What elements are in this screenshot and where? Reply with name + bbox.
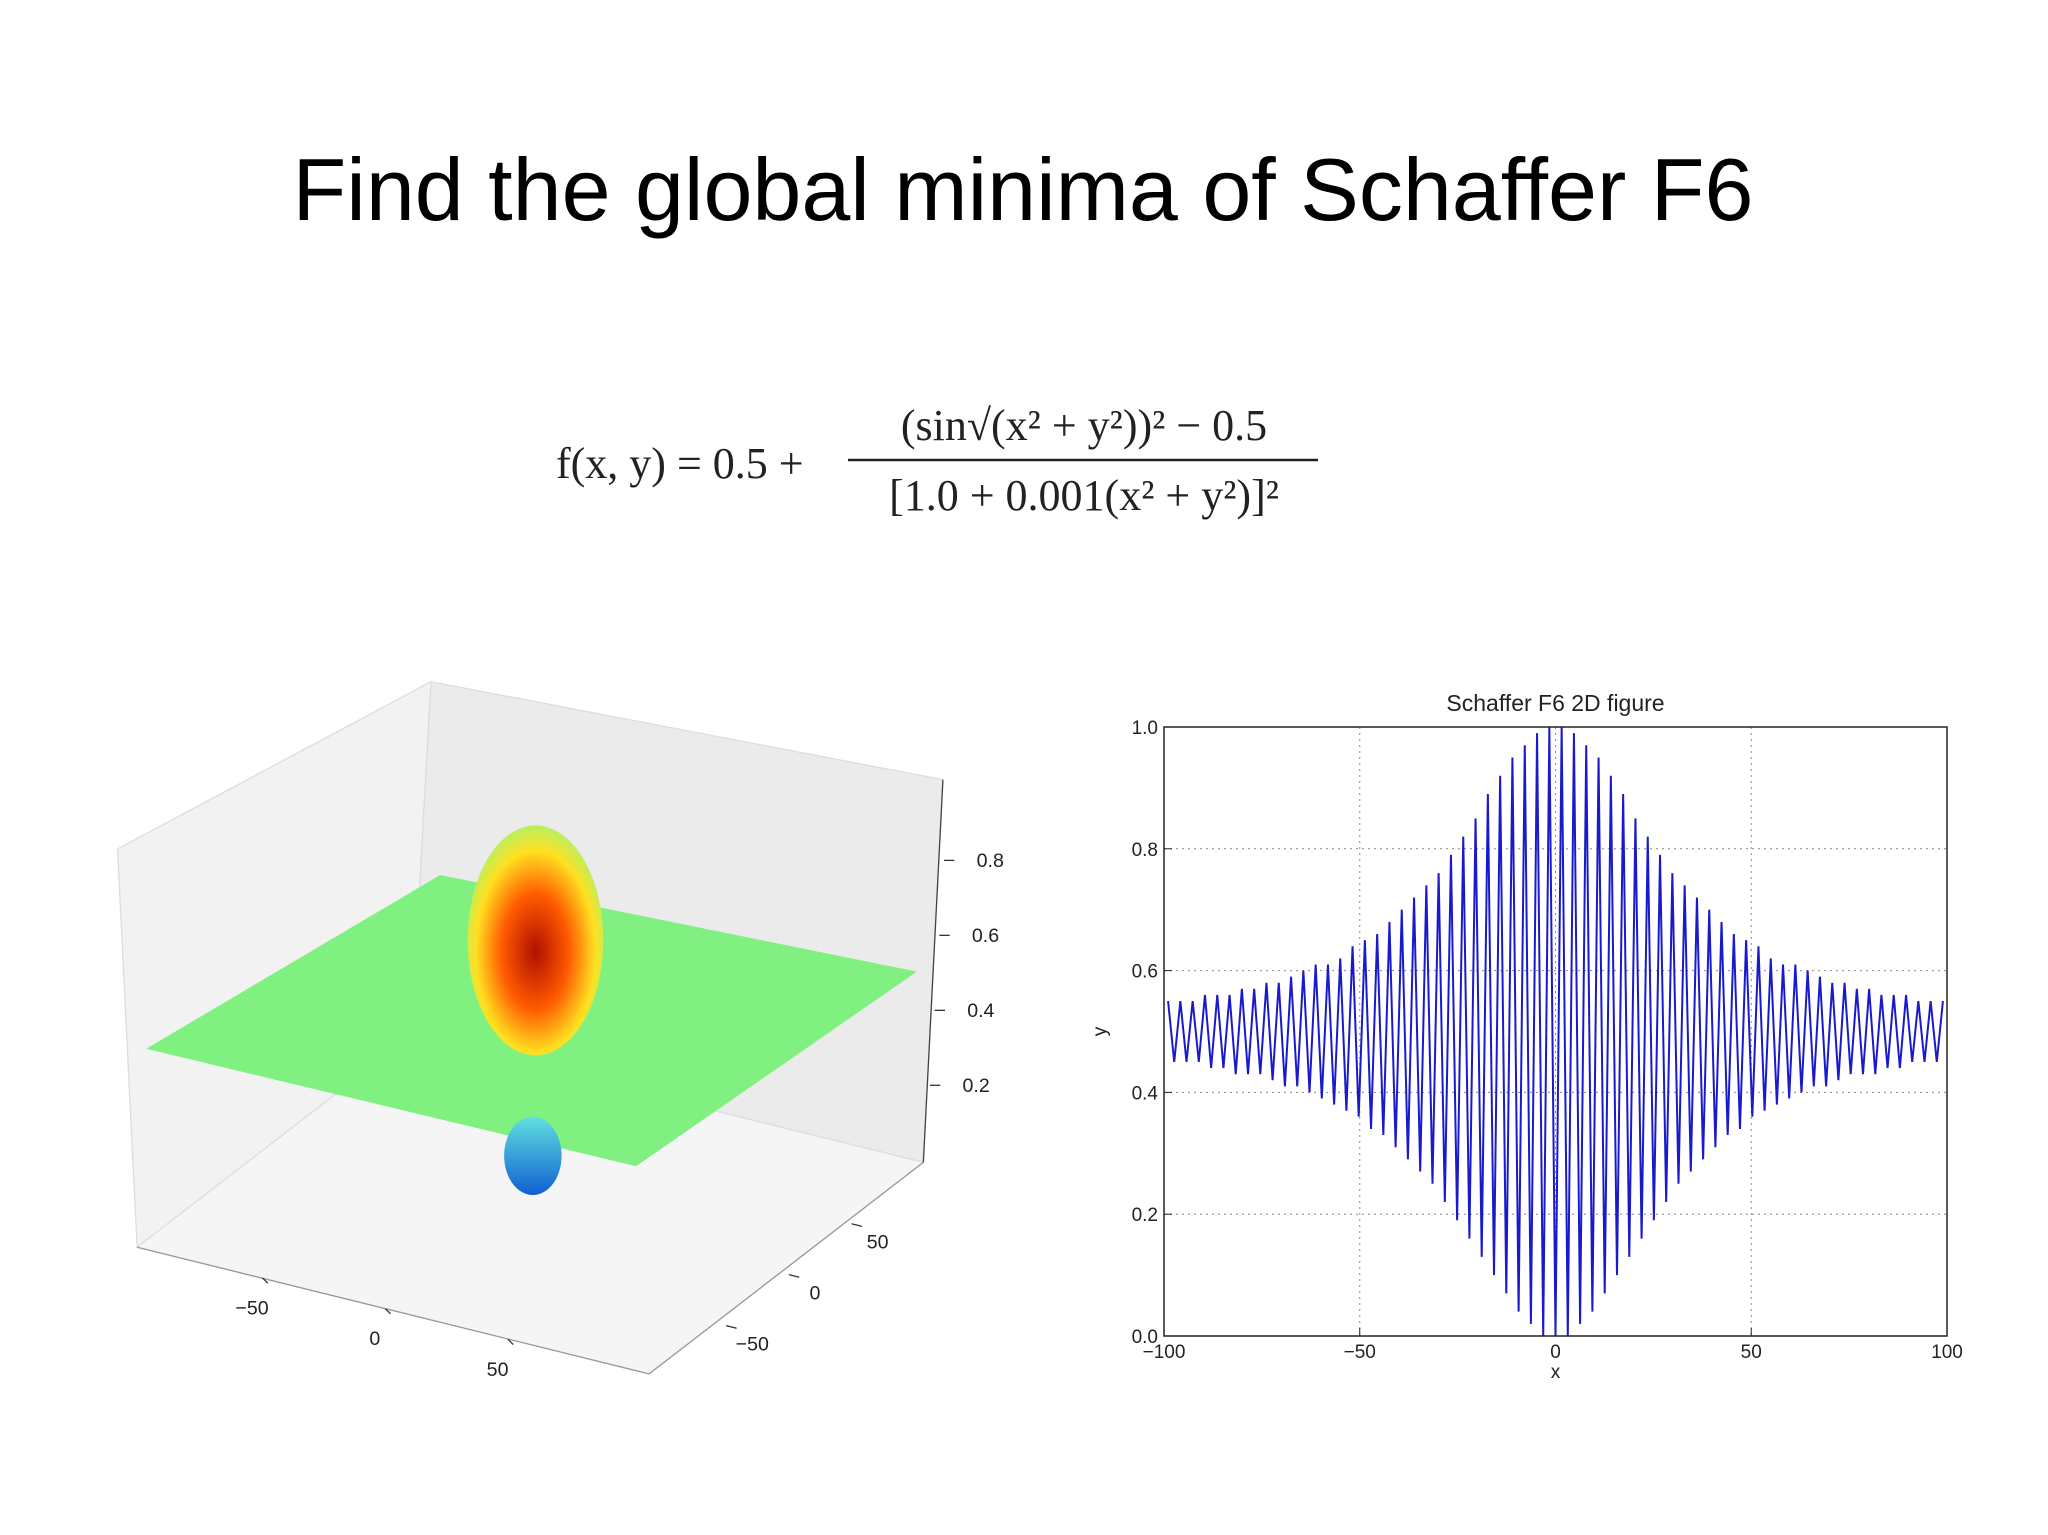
x-tick-label: −100 [1143,1342,1186,1363]
formula-numerator: (sin√(x² + y²))² − 0.5 [901,401,1267,450]
x-tick-label: −50 [235,1297,268,1319]
z-axis-line [922,779,944,1163]
formula: f(x, y) = 0.5 + (sin√(x² + y²))² − 0.5 [… [556,401,1318,520]
y-tick-label: 0.2 [1132,1205,1158,1226]
chart-title: Schaffer F6 2D figure [1446,690,1664,716]
y-axis-label: y [1090,1026,1111,1036]
y-tick-label: 0 [809,1282,820,1304]
x-axis-line [136,1246,650,1375]
z-tick-label: 0.4 [967,1000,994,1022]
formula-denominator: [1.0 + 0.001(x² + y²)]² [889,471,1279,520]
y-tick-label: 0.8 [1132,840,1158,861]
x-tick-label: 0 [369,1328,380,1350]
z-tick-label: 0.2 [963,1075,990,1097]
y-tick [851,1223,863,1227]
x-axis-label: x [1551,1362,1561,1383]
y-tick [788,1274,800,1278]
x-tick-label: −50 [1344,1342,1376,1363]
surface-dip [504,1116,562,1195]
x-tick-label: 50 [1741,1342,1762,1363]
formula-lhs: f(x, y) = 0.5 + [556,439,804,488]
x-tick-label: 50 [487,1359,509,1381]
x-tick [507,1338,514,1345]
y-tick-label: −50 [736,1333,769,1355]
x-tick [384,1308,391,1315]
z-tick-label: 0.6 [972,925,999,947]
y-tick-label: 50 [867,1232,889,1254]
y-tick-label: 0.6 [1132,962,1158,983]
x-tick [262,1277,269,1284]
x-tick-label: 0 [1550,1342,1561,1363]
y-tick-label: 1.0 [1132,718,1158,739]
y-axis-line [648,1161,924,1375]
plot-frame [1163,726,1948,1337]
y-tick-label: 0.0 [1132,1327,1158,1348]
y-tick-label: 0.4 [1132,1083,1159,1104]
slide-title: Find the global minima of Schaffer F6 [293,140,1754,239]
surface-plot: 0.2 0.4 0.6 0.8 −50 0 50 −50 0 50 [116,680,1004,1381]
z-tick-label: 0.8 [977,850,1004,872]
x-tick-label: 100 [1931,1342,1963,1363]
y-tick [725,1324,737,1329]
surface-peak [467,825,604,1056]
